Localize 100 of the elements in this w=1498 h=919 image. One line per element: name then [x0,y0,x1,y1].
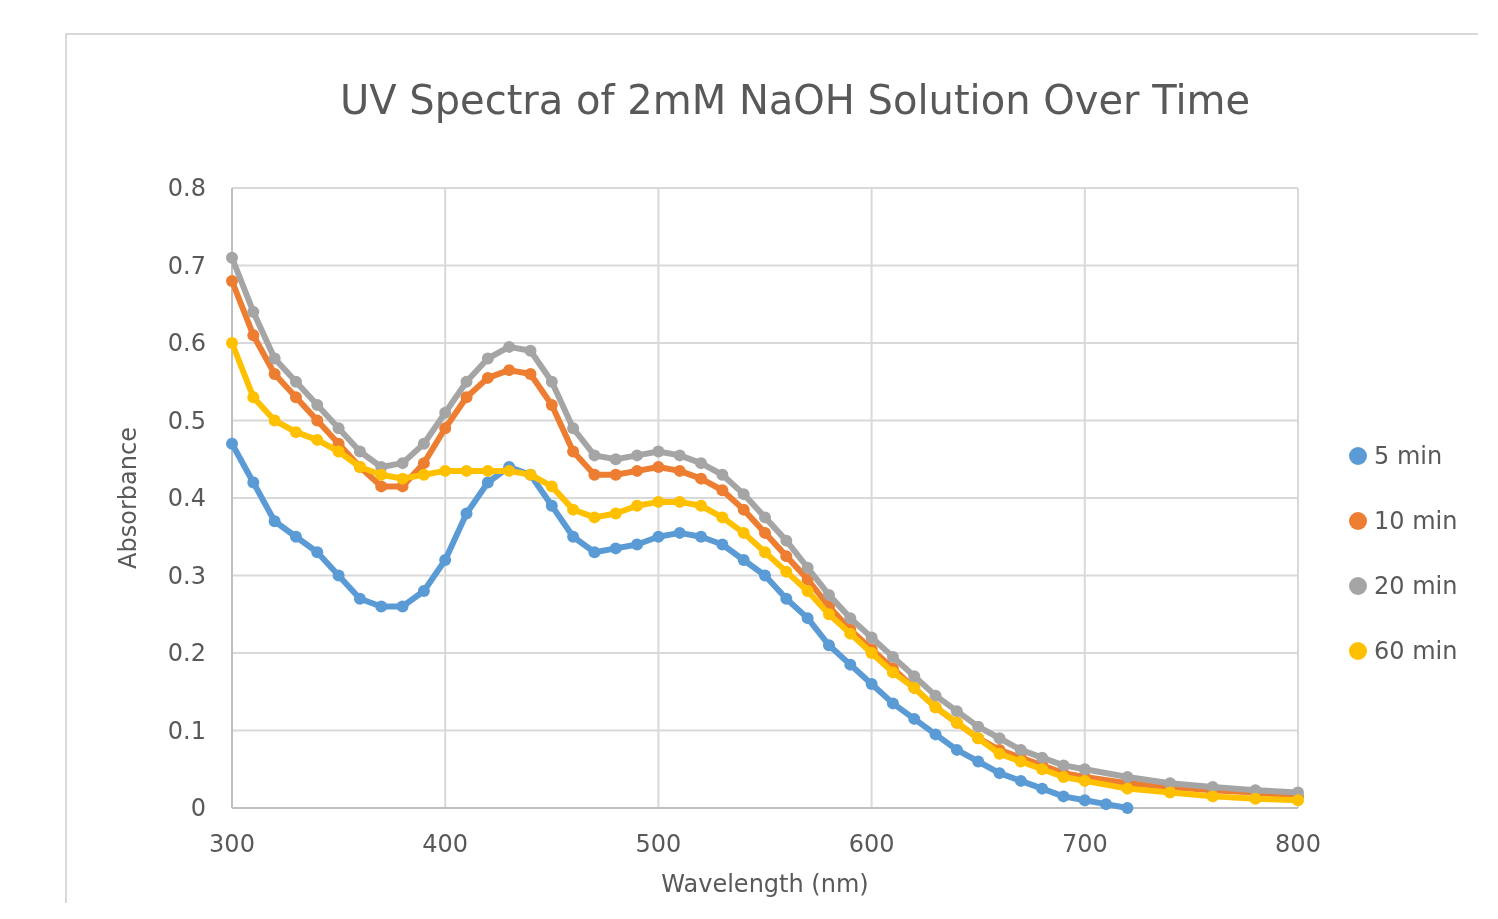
y-tick-label: 0.2 [167,639,206,668]
point [396,472,409,485]
point [588,468,601,481]
point [481,476,494,489]
point [1121,782,1134,795]
point [268,515,281,528]
point [908,670,921,683]
chart-title: UV Spectra of 2mM NaOH Solution Over Time [339,77,1251,123]
y-tick-label: 0.8 [167,174,206,203]
point [1078,774,1091,787]
point [545,480,558,493]
point [332,445,345,458]
point [375,468,388,481]
point [929,689,942,702]
legend-label: 60 min [1374,637,1458,666]
point [716,484,729,497]
point [226,251,238,264]
point [439,554,452,566]
point [1014,743,1027,756]
point [844,612,857,625]
point [780,565,793,578]
point [1036,763,1049,776]
point [268,368,281,380]
y-tick-label: 0.5 [167,406,206,435]
x-tick-label: 400 [422,830,469,858]
point [247,329,260,342]
point [801,612,814,625]
point [247,391,260,404]
point [332,569,345,582]
x-tick-label: 600 [848,830,895,858]
point [652,445,665,458]
point [609,468,622,481]
point [886,666,899,679]
point [311,546,324,559]
point [759,569,771,582]
point [396,600,409,613]
point [567,530,580,543]
point [289,375,302,388]
point [929,728,942,741]
point [801,561,814,574]
point [631,538,644,551]
point [609,453,622,466]
x-tick-label: 700 [1061,830,1108,858]
point [503,364,516,377]
point [972,720,985,733]
point [737,503,750,516]
point [226,337,238,349]
y-axis-title: Absorbance [114,427,142,569]
point [439,464,452,477]
point [481,464,494,477]
x-axis-title: Wavelength (nm) [661,870,869,898]
point [311,414,324,427]
point [822,639,835,652]
point [865,631,878,644]
point [1292,794,1304,807]
point [652,530,665,543]
point [332,422,345,435]
point [1078,794,1091,807]
y-tick-label: 0.6 [167,329,206,358]
point [631,449,644,462]
point [695,472,708,485]
point [1036,751,1049,764]
point [993,747,1006,760]
point [865,678,878,690]
point [886,650,899,663]
point [268,352,281,365]
point [950,705,963,718]
point [524,368,537,380]
point [993,767,1006,780]
point [545,399,558,411]
point [1121,771,1134,783]
point [652,461,665,473]
y-tick-label: 0.3 [167,561,206,590]
point [673,495,686,508]
point [567,503,580,516]
point [716,511,729,524]
point [716,468,729,481]
point [417,468,430,481]
point [1036,782,1049,795]
point [545,499,558,512]
point [460,375,473,388]
point [481,352,494,365]
point [844,658,857,671]
point [886,697,899,710]
point [1057,759,1070,772]
point [588,546,601,559]
point [289,530,302,543]
y-tick-label: 0.4 [167,484,206,513]
point [417,457,430,470]
y-tick-label: 0.1 [167,716,206,745]
point [1100,798,1113,811]
point [311,399,324,411]
point [908,712,921,725]
point [567,422,580,435]
point [588,449,601,462]
point [481,371,494,384]
point [439,406,452,419]
point [737,554,750,566]
point [695,499,708,512]
point [567,445,580,458]
